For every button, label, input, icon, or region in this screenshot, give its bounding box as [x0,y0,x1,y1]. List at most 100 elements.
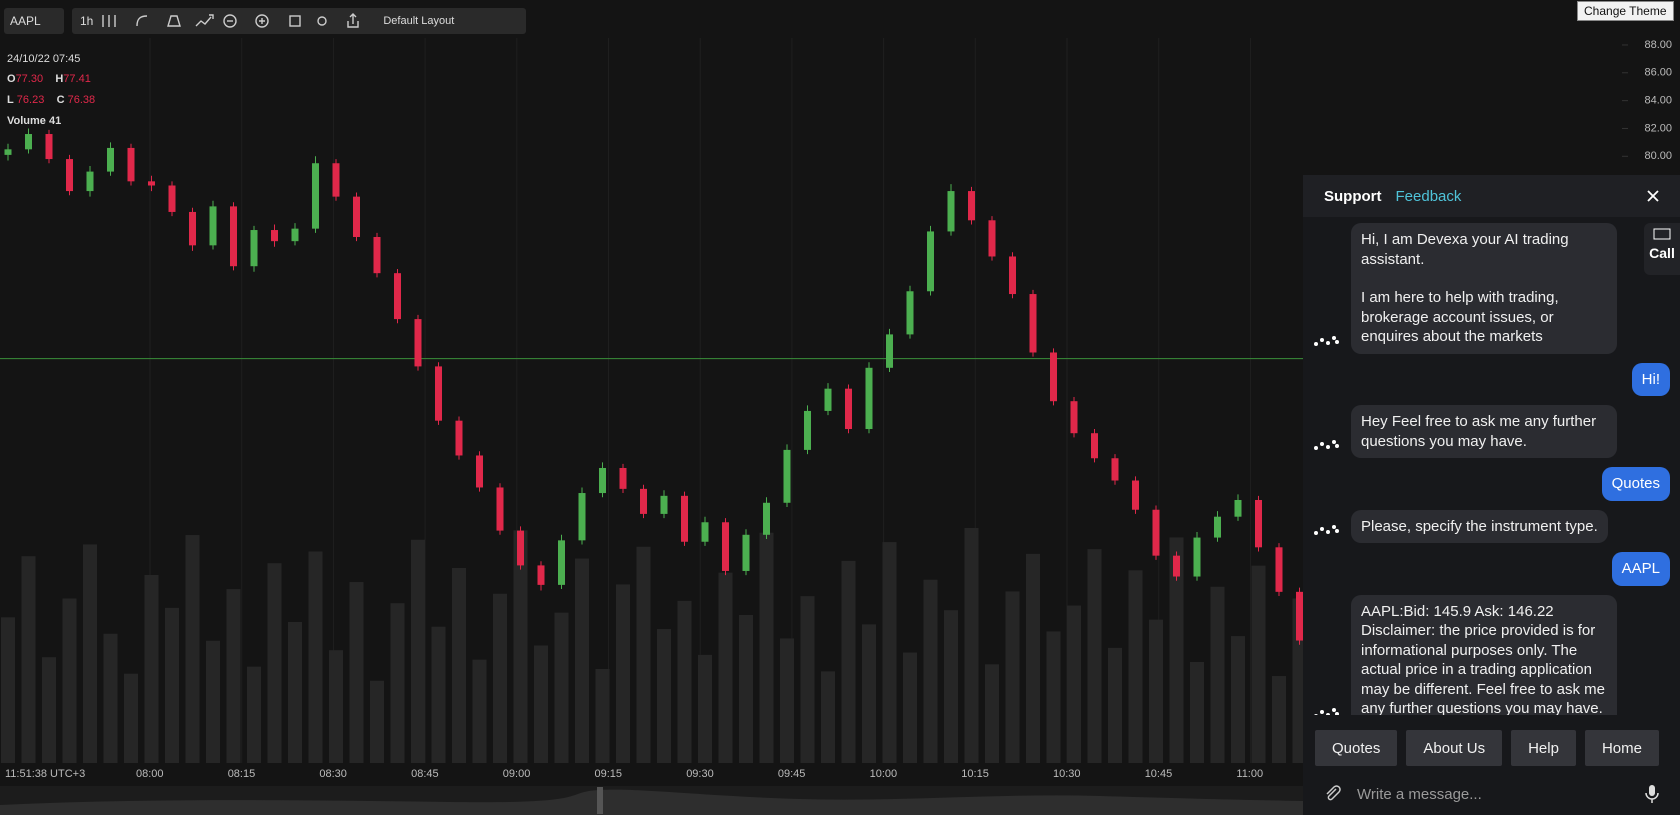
quick-reply-button[interactable]: Home [1584,730,1659,766]
interval[interactable]: 1h [80,14,94,28]
volume-bar [862,624,876,763]
candle-icon[interactable] [102,15,117,27]
avatar-dot [1332,440,1336,444]
message-bubble: Hey Feel free to ask me any further ques… [1351,405,1617,458]
candle-body [373,236,381,274]
volume-bar [1272,676,1286,763]
candle-body [1111,458,1119,481]
y-tick-label: 84.00 [1644,95,1672,107]
volume-bar [185,535,200,763]
volume-bar [308,551,323,763]
volume-bar [62,598,77,763]
volume-bar [288,622,302,763]
candle-body [865,367,873,430]
attach-icon[interactable] [1323,784,1343,804]
bot-avatar [1314,525,1339,535]
indicator-icon[interactable] [167,15,182,27]
symbol-box[interactable]: AAPL [4,8,64,34]
candle-body [476,455,483,488]
candle-body [250,230,258,267]
x-tick-label: 10:15 [961,768,989,780]
legend-value: 76.38 [67,94,96,106]
change-theme-button[interactable]: Change Theme [1577,1,1674,21]
clock: 11:51:38 UTC+3 [5,768,85,780]
legend-label: O [7,73,16,85]
candle-body [558,540,565,585]
call-label: Call [1649,245,1675,261]
volume-bar [1251,565,1266,763]
message-bubble: Quotes [1601,467,1670,501]
candle-body [660,495,668,514]
zoom-in-icon[interactable] [255,14,270,28]
message-text: Hi! [1641,370,1660,388]
message-text: Disclaimer: the price provided is for in… [1361,622,1606,715]
volume-bar [739,614,753,763]
navigator-area [0,789,1303,815]
candle-body [824,388,832,411]
avatar-dot [1335,711,1339,715]
candle-body [86,171,94,192]
volume-bar [1087,549,1102,763]
volume-bar [780,638,794,763]
avatar-dot [1326,445,1330,449]
call-button[interactable]: Call [1644,223,1680,275]
candle-body [763,502,770,535]
avatar-dot [1326,340,1330,345]
candle-body [1234,499,1242,517]
candle-body [517,530,524,566]
volume-bar [267,563,282,763]
legend-value: 77.30 [15,73,44,85]
candle-body [988,220,996,257]
settings-icon[interactable] [317,16,328,26]
candle-body [148,181,155,186]
mic-icon[interactable] [1644,783,1660,805]
volume-bar [964,528,979,763]
volume-bar [472,659,487,763]
feedback-tab[interactable]: Feedback [1395,187,1462,205]
avatar-dot [1320,442,1324,446]
volume-bar [42,657,56,763]
volume-bar [923,579,938,763]
candle-body [783,449,791,503]
candle-body [1214,516,1221,538]
legend-label: L [7,94,14,106]
message-bubble: Hi, I am Devexa your AI trading assistan… [1351,223,1617,354]
close-button[interactable] [1646,189,1660,203]
quick-reply-button[interactable]: About Us [1406,730,1503,766]
candle-body [537,565,545,585]
volume-bar [718,572,733,763]
compare-icon[interactable] [195,14,215,27]
volume-bar [554,612,569,763]
message-text: Hey Feel free to ask me any further ques… [1361,413,1597,450]
candle-body [701,522,709,542]
avatar-dot [1320,337,1324,342]
bot-avatar [1314,335,1339,346]
x-tick-label: 10:45 [1145,768,1173,780]
message-bubble: AAPL:Bid: 145.9 Ask: 146.22 Disclaimer: t… [1351,594,1617,715]
layout-icon[interactable] [289,15,302,27]
candle-body [271,230,278,242]
share-icon[interactable] [347,13,360,28]
volume-bar [1108,647,1122,763]
candle-body [742,534,750,571]
quick-reply-button[interactable]: Quotes [1315,730,1398,766]
zoom-out-icon[interactable] [223,14,238,28]
volume-bar [165,607,179,763]
layout-name[interactable]: Default Layout [383,15,455,27]
avatar-dot [1332,335,1336,340]
candle-body [845,388,852,430]
message-input[interactable]: Write a message... [1303,773,1680,815]
candle-body [578,493,586,541]
volume-bar [882,542,897,763]
message-text: Hi, I am Devexa your AI trading assistan… [1361,231,1569,268]
message-text: Please, specify the instrument type. [1361,517,1598,535]
bot-avatar [1314,440,1339,450]
volume-bar [390,603,405,763]
x-tick-label: 08:00 [136,768,164,780]
draw-icon[interactable] [136,15,148,27]
candle-body [1132,480,1139,510]
support-tab[interactable]: Support [1324,187,1382,205]
quick-reply-button[interactable]: Help [1511,730,1576,766]
volume-bar [1210,586,1225,763]
candle-body [291,228,299,242]
